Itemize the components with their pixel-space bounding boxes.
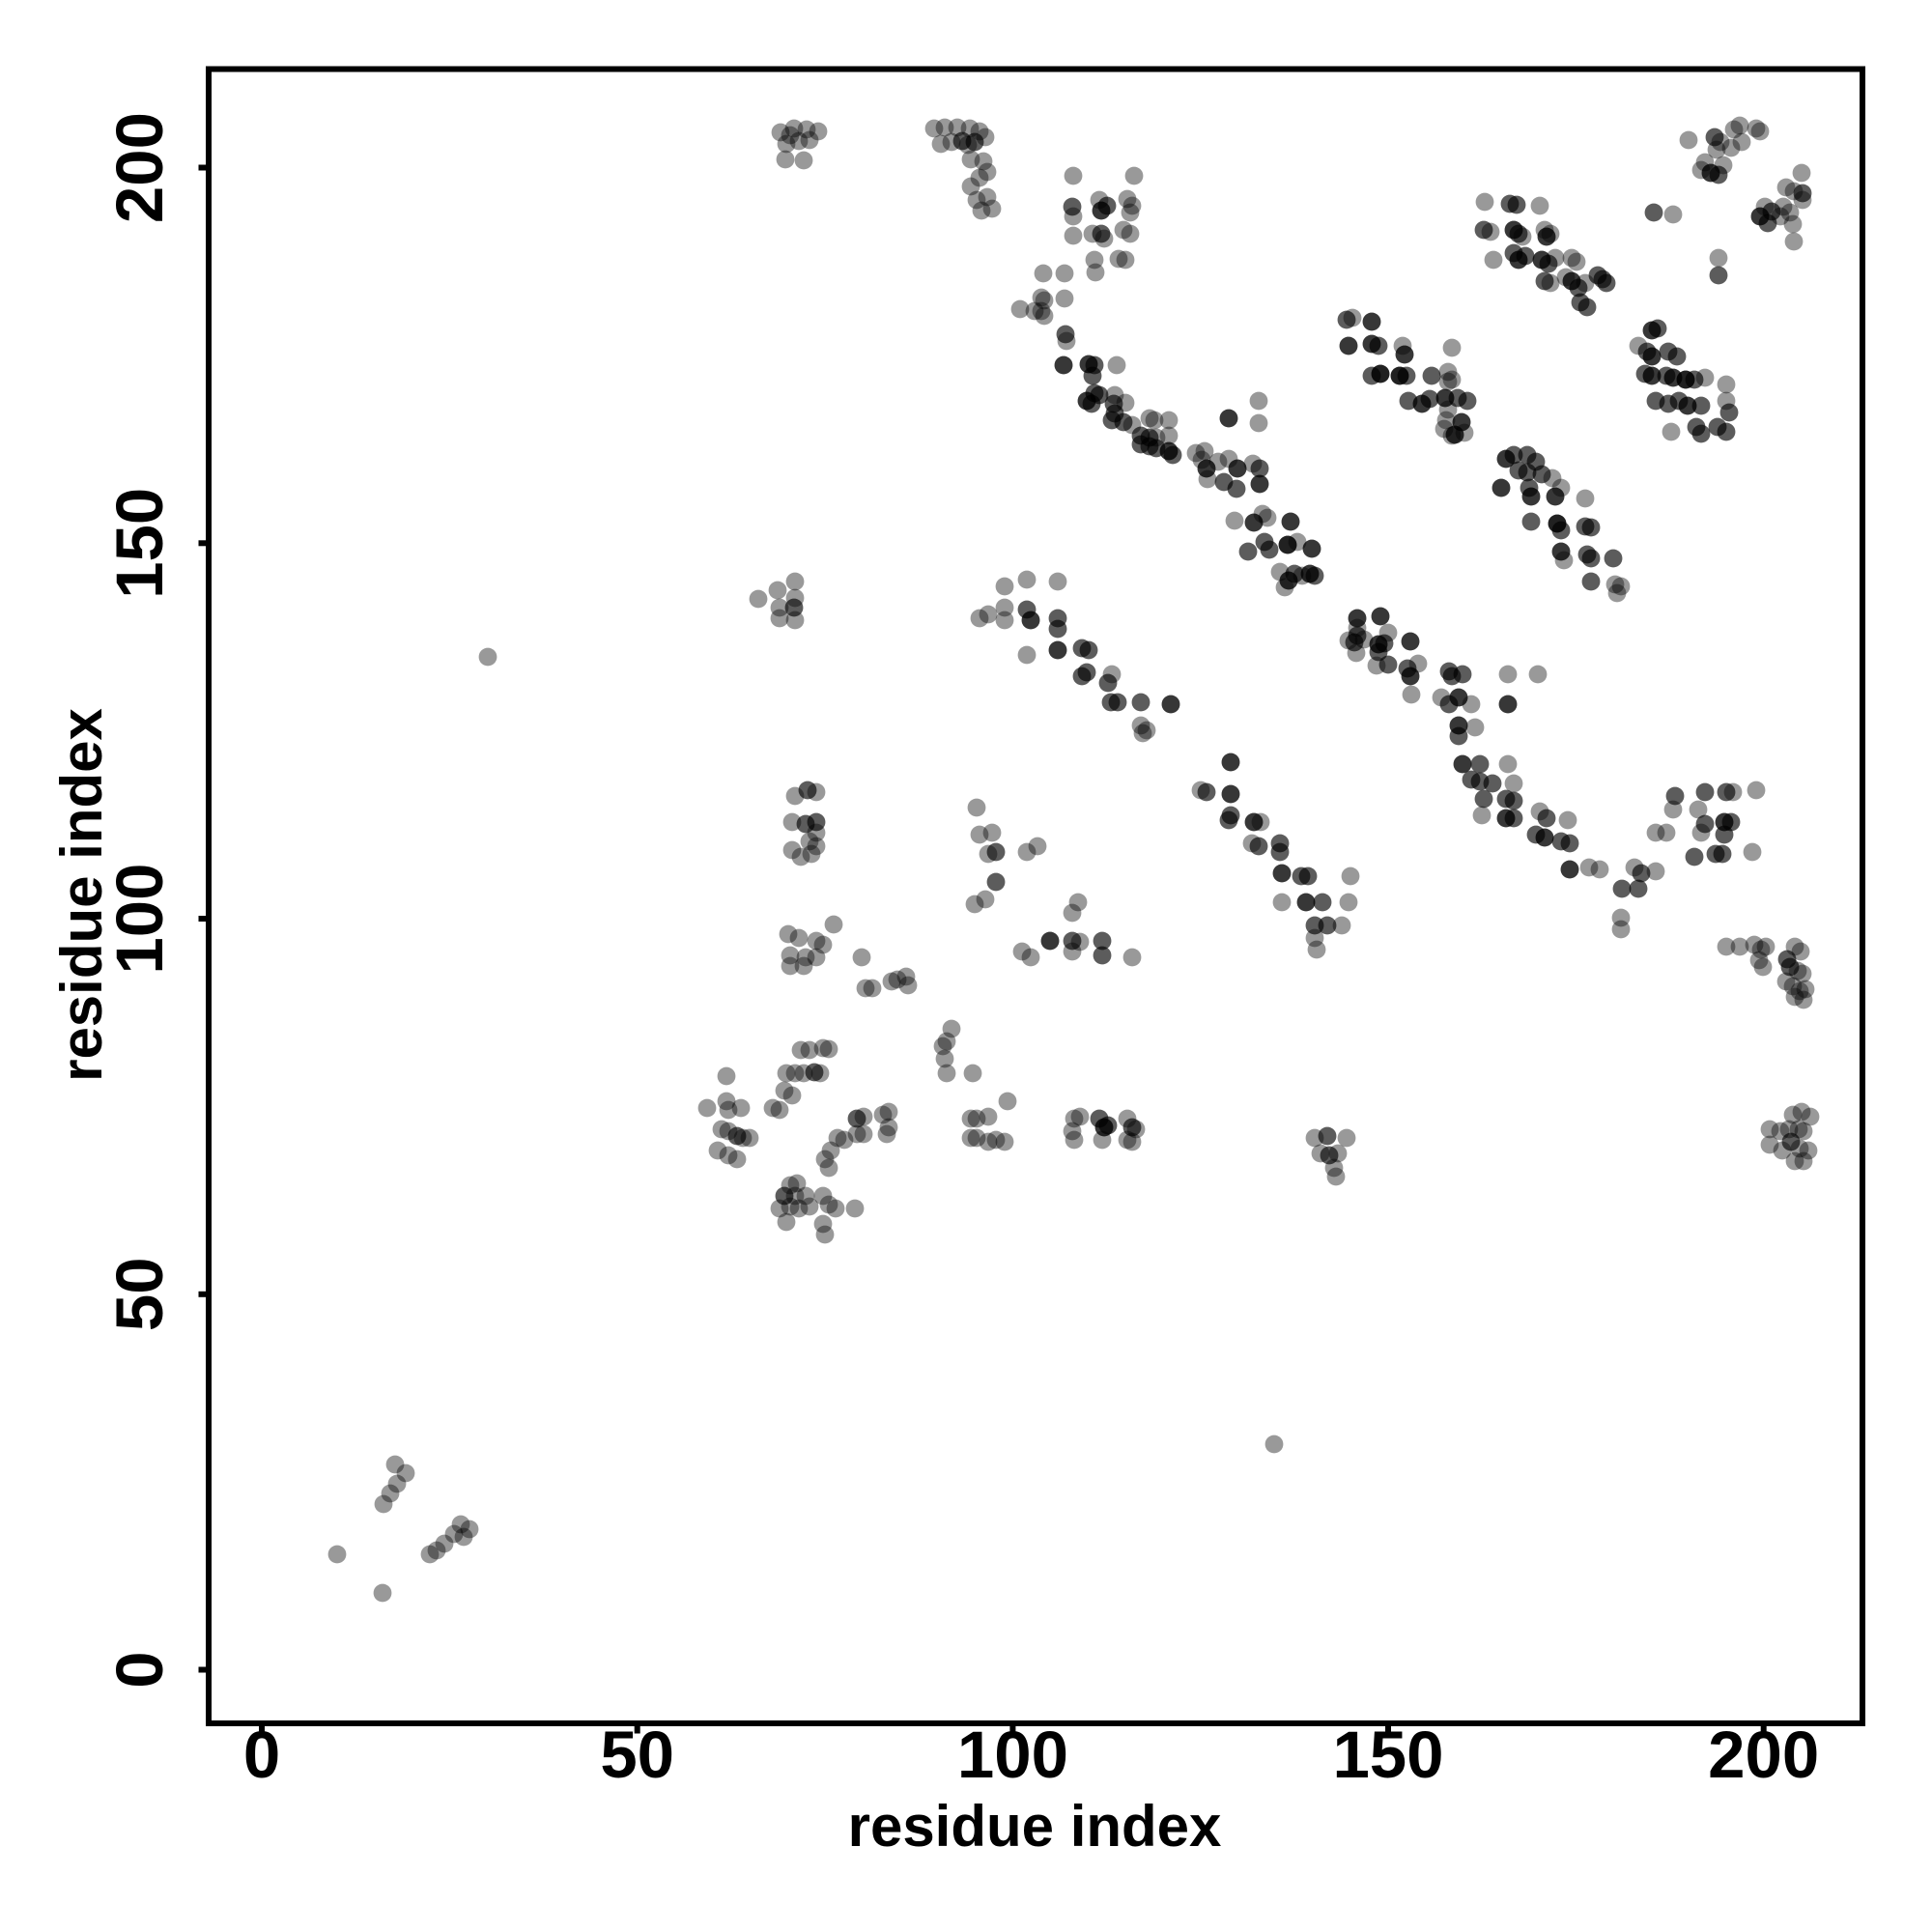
svg-text:residue index: residue index <box>49 708 114 1082</box>
svg-text:150: 150 <box>1332 1718 1443 1792</box>
svg-text:residue index: residue index <box>848 1794 1222 1859</box>
svg-text:50: 50 <box>102 1257 177 1331</box>
svg-text:150: 150 <box>102 488 177 599</box>
svg-text:100: 100 <box>957 1718 1068 1792</box>
svg-text:200: 200 <box>1708 1718 1819 1792</box>
svg-text:0: 0 <box>102 1651 177 1688</box>
svg-text:50: 50 <box>600 1718 674 1792</box>
svg-text:100: 100 <box>102 863 177 974</box>
svg-text:200: 200 <box>102 112 177 223</box>
svg-text:0: 0 <box>243 1718 280 1792</box>
